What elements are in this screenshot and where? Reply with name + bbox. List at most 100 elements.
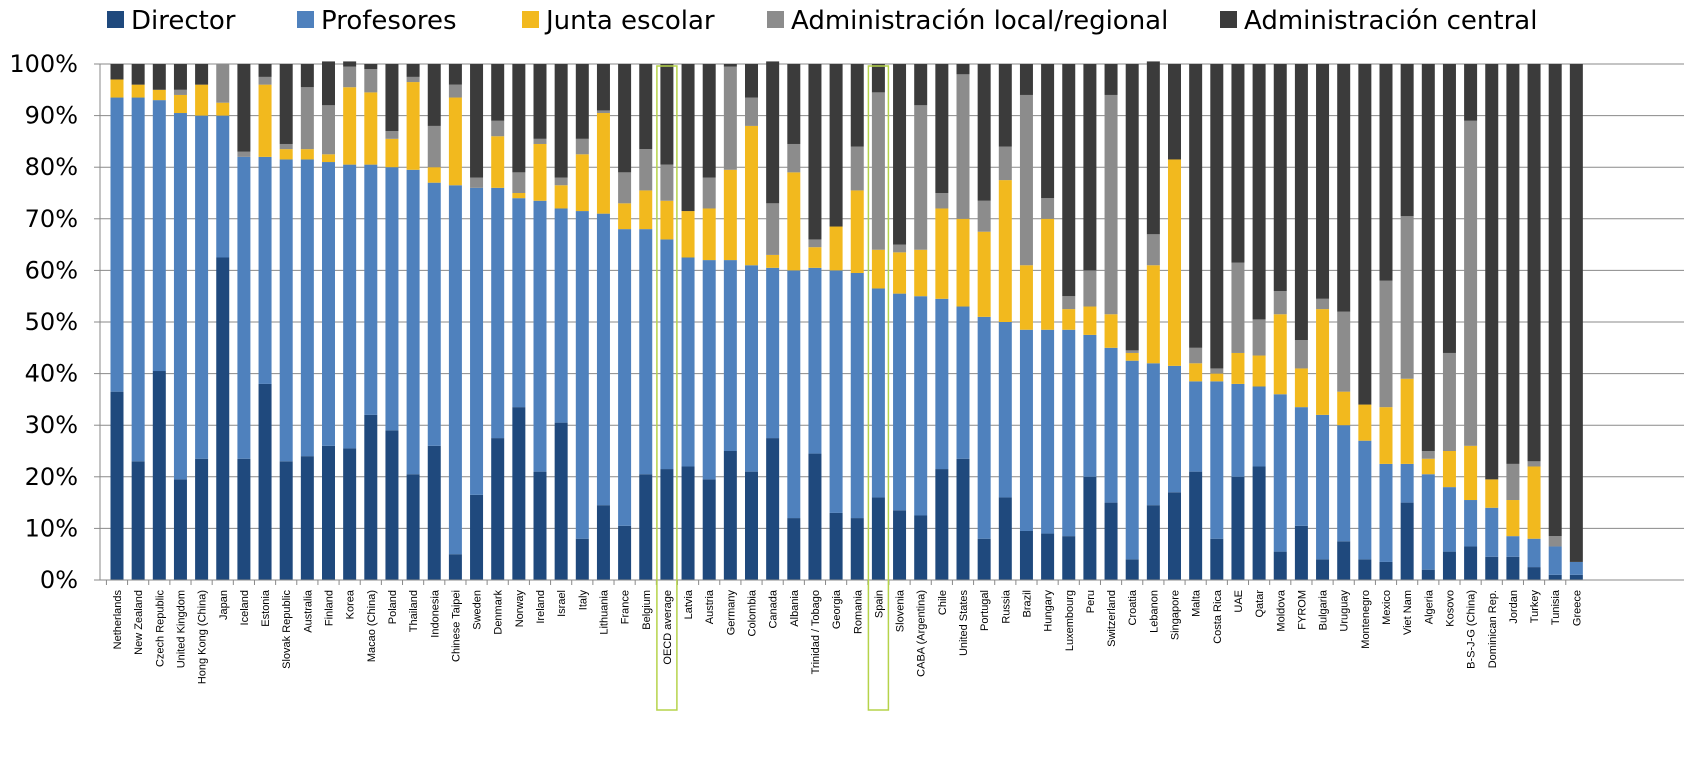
bar-slovak-republic-profesores xyxy=(279,159,293,462)
bar-brazil-director xyxy=(1019,530,1033,580)
ytick-label-20: 20% xyxy=(25,463,78,491)
xtick-label-macao-china: Macao (China) xyxy=(366,590,378,662)
bar-canada-junta-escolar xyxy=(766,254,780,268)
bar-united-kingdom-administracion-local-regional xyxy=(173,89,187,95)
bar-group-belgium xyxy=(639,64,653,580)
bar-caba-argentina-junta-escolar xyxy=(914,249,928,297)
bar-bulgaria-administracion-central xyxy=(1316,64,1330,299)
xtick-label-portugal: Portugal xyxy=(979,590,991,631)
bar-fyrom-director xyxy=(1294,525,1308,580)
bar-norway-profesores xyxy=(512,198,526,408)
bar-switzerland-profesores xyxy=(1104,347,1118,503)
xtick-label-estonia: Estonia xyxy=(260,589,272,627)
bar-viet-nam-administracion-local-regional xyxy=(1400,216,1414,379)
bar-united-kingdom-profesores xyxy=(173,113,187,480)
bar-turkey-administracion-central xyxy=(1527,64,1541,462)
bar-croatia-junta-escolar xyxy=(1125,352,1139,361)
bar-group-italy xyxy=(575,64,589,580)
xtick-label-spain: Spain xyxy=(873,590,885,618)
bar-lithuania-director xyxy=(596,505,610,580)
bar-kosovo-director xyxy=(1442,551,1456,580)
bar-france-administracion-local-regional xyxy=(618,172,632,204)
xtick-label-romania: Romania xyxy=(852,589,864,634)
xtick-label-georgia: Georgia xyxy=(831,589,843,629)
xtick-label-new-zealand: New Zealand xyxy=(133,590,145,655)
bar-italy-administracion-central xyxy=(575,64,589,139)
xtick-label-brazil: Brazil xyxy=(1021,590,1033,618)
xtick-label-israel: Israel xyxy=(556,590,568,617)
bar-group-oecd-average xyxy=(660,64,674,580)
bar-indonesia-director xyxy=(427,445,441,580)
bar-jordan-profesores xyxy=(1506,536,1520,557)
bar-group-costa-rica xyxy=(1210,64,1224,580)
bar-trinidad-tobago-profesores xyxy=(808,267,822,454)
bar-russia-director xyxy=(998,497,1012,580)
bar-group-croatia xyxy=(1125,64,1139,580)
xtick-label-albania: Albania xyxy=(789,589,801,627)
ytick-label-100: 100% xyxy=(9,50,78,78)
bar-algeria-director xyxy=(1421,569,1435,580)
bar-group-thailand xyxy=(406,64,420,580)
xtick-label-algeria: Algeria xyxy=(1423,589,1435,624)
bar-norway-administracion-central xyxy=(512,64,526,173)
bar-france-administracion-central xyxy=(618,64,632,173)
bar-georgia-junta-escolar xyxy=(829,226,843,271)
bar-australia-administracion-local-regional xyxy=(300,87,314,150)
bar-israel-profesores xyxy=(554,208,568,423)
bar-netherlands-junta-escolar xyxy=(110,79,124,98)
bar-tunisia-profesores xyxy=(1548,546,1562,575)
bar-germany-administracion-central xyxy=(723,64,737,67)
bar-belgium-director xyxy=(639,474,653,580)
bar-slovak-republic-administracion-central xyxy=(279,64,293,144)
bar-czech-republic-profesores xyxy=(152,100,166,372)
bar-group-austria xyxy=(702,64,716,580)
bar-colombia-administracion-central xyxy=(745,64,758,98)
bar-uae-director xyxy=(1231,476,1245,580)
bar-mexico-profesores xyxy=(1379,463,1393,562)
bar-group-latvia xyxy=(681,64,695,580)
bar-israel-administracion-local-regional xyxy=(554,177,568,186)
bar-chile-administracion-central xyxy=(935,64,949,193)
bar-new-zealand-profesores xyxy=(131,97,145,462)
bar-slovak-republic-director xyxy=(279,461,293,580)
bar-mexico-administracion-local-regional xyxy=(1379,280,1393,408)
bar-australia-profesores xyxy=(300,159,314,457)
bar-dominican-rep-junta-escolar xyxy=(1485,479,1499,508)
bar-thailand-junta-escolar xyxy=(406,82,420,170)
bar-luxembourg-administracion-local-regional xyxy=(1062,296,1076,310)
bar-montenegro-junta-escolar xyxy=(1358,404,1372,441)
xtick-label-ireland: Ireland xyxy=(535,590,547,624)
bar-group-georgia xyxy=(829,64,843,580)
bar-romania-junta-escolar xyxy=(850,190,864,273)
bar-chile-profesores xyxy=(935,298,949,470)
bar-algeria-junta-escolar xyxy=(1421,458,1435,475)
bar-bulgaria-junta-escolar xyxy=(1316,309,1330,415)
xtick-label-denmark: Denmark xyxy=(493,590,505,635)
bar-algeria-administracion-local-regional xyxy=(1421,451,1435,459)
xtick-label-czech-republic: Czech Republic xyxy=(154,590,166,668)
bar-latvia-junta-escolar xyxy=(681,211,695,258)
bar-romania-profesores xyxy=(850,272,864,519)
bar-switzerland-director xyxy=(1104,502,1118,580)
bar-fyrom-junta-escolar xyxy=(1294,368,1308,408)
xtick-label-slovak-republic: Slovak Republic xyxy=(281,590,293,669)
bar-indonesia-junta-escolar xyxy=(427,167,441,183)
bar-group-sweden xyxy=(470,64,484,580)
bar-mexico-administracion-central xyxy=(1379,64,1393,281)
bar-group-chile xyxy=(935,64,949,580)
bar-group-tunisia xyxy=(1548,64,1562,580)
bar-portugal-junta-escolar xyxy=(977,231,991,317)
xtick-label-germany: Germany xyxy=(725,590,737,636)
bar-korea-junta-escolar xyxy=(343,87,357,165)
bar-japan-administracion-local-regional xyxy=(216,64,230,103)
bar-group-russia xyxy=(998,64,1012,580)
bar-viet-nam-junta-escolar xyxy=(1400,378,1414,464)
bar-latvia-director xyxy=(681,466,695,580)
bar-hong-kong-china-profesores xyxy=(195,115,209,459)
bar-peru-junta-escolar xyxy=(1083,306,1097,335)
bar-lebanon-director xyxy=(1146,505,1160,580)
bar-costa-rica-administracion-local-regional xyxy=(1210,368,1224,374)
bar-thailand-administracion-local-regional xyxy=(406,76,420,83)
bar-lithuania-profesores xyxy=(596,213,610,506)
